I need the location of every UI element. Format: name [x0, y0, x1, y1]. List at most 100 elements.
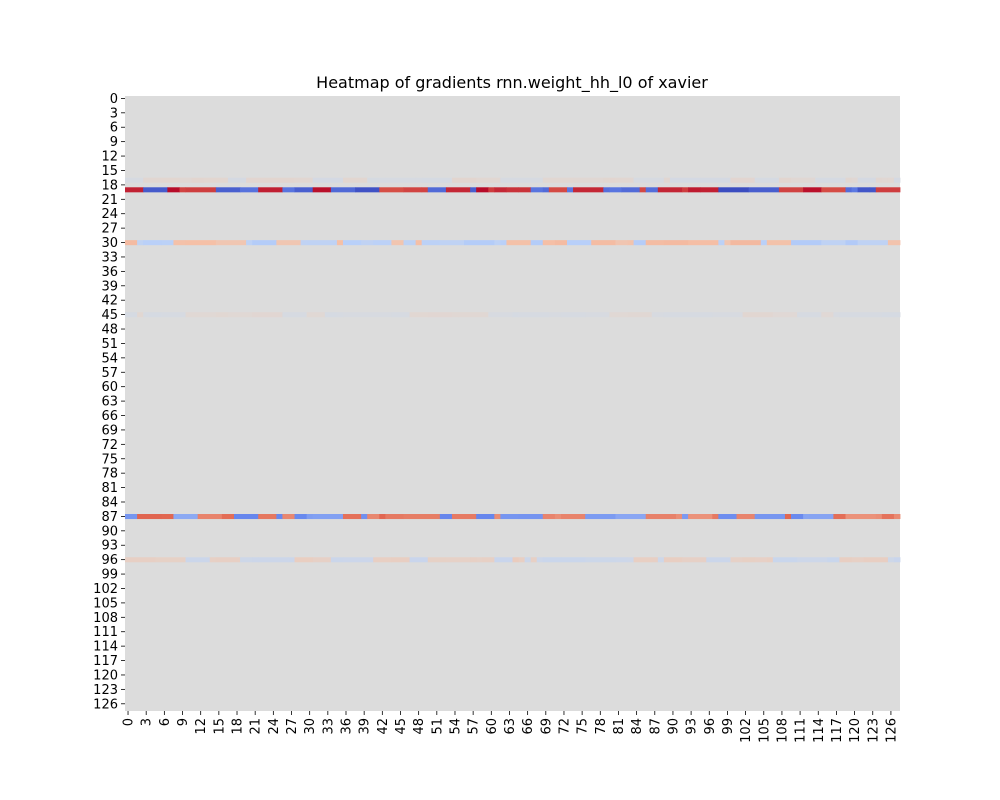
heatmap-cell: [851, 187, 859, 193]
heatmap-cell: [663, 557, 683, 563]
heatmap-cell: [494, 187, 507, 193]
heatmap-cell: [125, 312, 138, 318]
heatmap-cell: [778, 177, 792, 183]
heatmap-cell: [566, 187, 574, 193]
heatmap-cell: [161, 177, 180, 183]
heatmap-cell: [246, 177, 265, 183]
x-tick-label: 123: [866, 718, 881, 743]
heatmap-cell: [451, 177, 477, 183]
y-tick-label: 18: [101, 178, 118, 193]
heatmap-cell: [264, 177, 295, 183]
heatmap-cell: [869, 187, 877, 193]
heatmap-cell: [409, 312, 429, 318]
x-tick-label: 27: [285, 718, 300, 735]
heatmap-cell: [754, 177, 762, 183]
heatmap-cell: [209, 557, 217, 563]
heatmap-cell: [506, 187, 519, 193]
y-tick-label: 3: [110, 106, 118, 121]
heatmap-cell: [191, 177, 205, 183]
heatmap-cell: [627, 557, 634, 563]
heatmap-cell: [688, 187, 701, 193]
heatmap-cell: [784, 514, 792, 520]
heatmap-cell: [669, 177, 701, 183]
heatmap-cell: [730, 177, 756, 183]
heatmap-cell: [760, 177, 780, 183]
heatmap-cell: [409, 557, 429, 563]
heatmap-cell: [385, 177, 417, 183]
heatmap-cell: [330, 557, 344, 563]
heatmap-cell: [167, 187, 180, 193]
heatmap-cell: [573, 187, 604, 193]
heatmap-cell: [839, 557, 852, 563]
heatmap-cell: [530, 240, 544, 246]
heatmap-cell: [367, 177, 380, 183]
heatmap-cell: [312, 557, 332, 563]
heatmap-cell: [427, 187, 447, 193]
x-tick-label: 87: [648, 718, 663, 735]
y-tick-label: 15: [101, 164, 118, 179]
heatmap-cell: [342, 312, 368, 318]
heatmap-cell: [361, 240, 374, 246]
heatmap-cell: [609, 312, 628, 318]
heatmap-cell: [288, 557, 295, 563]
heatmap-cell: [887, 557, 895, 563]
heatmap-cell: [518, 514, 544, 520]
heatmap-cell: [663, 240, 689, 246]
x-tick-label: 99: [721, 718, 736, 735]
heatmap-cell: [512, 312, 519, 318]
x-axis-ticks: 0 3 6 9 12 15 18 21 24 27 30 33 36 39 42 45 48 51 54 57 60 63…: [122, 711, 899, 743]
heatmap-cell: [470, 557, 477, 563]
heatmap-cell: [615, 177, 634, 183]
heatmap-cell: [276, 240, 301, 246]
x-tick-label: 54: [448, 718, 463, 735]
heatmap-cell: [221, 514, 235, 520]
heatmap-cell: [803, 514, 810, 520]
x-tick-label: 102: [739, 718, 754, 743]
heatmap-cell: [778, 187, 804, 193]
y-tick-label: 30: [101, 236, 118, 251]
heatmap-cell: [240, 557, 253, 563]
heatmap-cell: [294, 557, 314, 563]
heatmap-cell: [663, 177, 671, 183]
x-tick-label: 51: [430, 718, 445, 735]
heatmap-cell: [403, 514, 410, 520]
heatmap-cell: [125, 187, 144, 193]
heatmap-cell: [694, 312, 713, 318]
heatmap-cell: [391, 240, 404, 246]
heatmap-cell: [821, 240, 846, 246]
heatmap-cell: [863, 312, 883, 318]
x-tick-label: 18: [231, 718, 246, 735]
x-tick-label: 108: [775, 718, 790, 743]
y-tick-label: 96: [101, 553, 118, 568]
heatmap-cell: [403, 240, 417, 246]
x-tick-label: 39: [358, 718, 373, 735]
heatmap-cell: [415, 177, 423, 183]
y-tick-label: 42: [101, 294, 118, 309]
heatmap-cell: [391, 312, 410, 318]
heatmap-cell: [791, 240, 822, 246]
heatmap-cell: [282, 312, 308, 318]
heatmap-cell: [772, 557, 798, 563]
heatmap-cell: [518, 312, 550, 318]
heatmap-cell: [149, 312, 162, 318]
heatmap-plot-area: [125, 96, 900, 711]
heatmap-cell: [851, 177, 859, 183]
y-tick-label: 66: [101, 409, 118, 424]
heatmap-cell: [409, 514, 441, 520]
y-tick-label: 36: [101, 265, 118, 280]
chart-title: Heatmap of gradients rnn.weight_hh_l0 of…: [316, 73, 708, 93]
heatmap-cell: [651, 557, 659, 563]
heatmap-cells: [125, 177, 901, 563]
heatmap-cell: [215, 187, 241, 193]
heatmap-cell: [803, 187, 822, 193]
heatmap-cell: [415, 240, 423, 246]
heatmap-cell: [682, 557, 707, 563]
heatmap-cell: [887, 177, 895, 183]
heatmap-cell: [276, 514, 283, 520]
heatmap-cell: [143, 312, 150, 318]
heatmap-cell: [530, 187, 544, 193]
x-tick-label: 126: [884, 718, 899, 743]
heatmap-cell: [451, 514, 477, 520]
y-tick-label: 108: [93, 611, 118, 626]
x-tick-label: 75: [576, 718, 591, 735]
